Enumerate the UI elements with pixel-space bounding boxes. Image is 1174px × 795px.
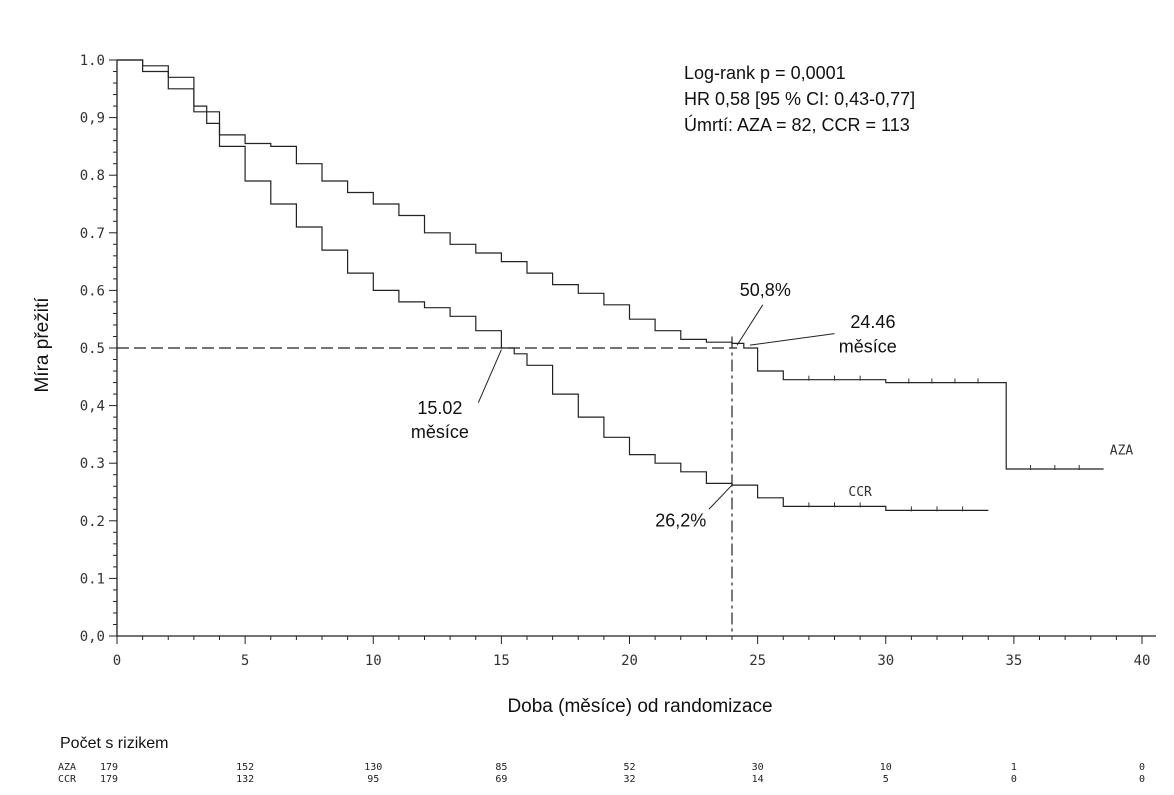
annotation-median-aza-unit: měsíce — [839, 337, 897, 357]
y-tick-label: 0.5 — [80, 341, 105, 357]
risk-cell: 52 — [623, 762, 635, 773]
y-axis-label: Míra přežití — [32, 297, 53, 393]
risk-cell: 85 — [495, 762, 507, 773]
series-label-aza: AZA — [1110, 444, 1134, 459]
annotation-pct-aza: 50,8% — [740, 280, 791, 300]
x-tick-label: 5 — [241, 653, 249, 669]
annotation-leader — [749, 333, 835, 346]
risk-cell: 0 — [1139, 774, 1145, 785]
risk-table-title: Počet s rizikem — [60, 735, 168, 752]
y-tick-label: 0,0 — [80, 629, 105, 645]
y-tick-label: 0.3 — [80, 456, 105, 472]
risk-cell: 5 — [883, 774, 889, 785]
survival-curves — [117, 59, 1104, 512]
y-tick-label: 0,4 — [80, 399, 105, 415]
risk-cell: 179 — [100, 762, 118, 773]
x-tick-label: 0 — [113, 653, 121, 669]
x-tick-label: 40 — [1134, 653, 1151, 669]
risk-cell: 95 — [367, 774, 379, 785]
x-tick-label: 25 — [749, 653, 766, 669]
annotation-leader — [708, 484, 733, 510]
risk-row-label: CCR — [58, 774, 77, 785]
risk-cell: 0 — [1011, 774, 1017, 785]
y-tick-label: 0.8 — [80, 168, 105, 184]
annotation-median-ccr-value: 15.02 — [417, 398, 462, 418]
risk-cell: 10 — [880, 762, 892, 773]
annotation-leader — [736, 304, 764, 346]
x-tick-label: 35 — [1005, 653, 1022, 669]
x-tick-label: 10 — [365, 653, 382, 669]
annotation-median-ccr-unit: měsíce — [411, 422, 469, 442]
risk-cell: 32 — [623, 774, 635, 785]
series-aza-line — [117, 59, 1104, 470]
risk-cell: 179 — [100, 774, 118, 785]
x-tick-label: 30 — [877, 653, 894, 669]
annotation-pct-ccr: 26,2% — [655, 511, 706, 531]
risk-cell: 69 — [495, 774, 507, 785]
y-tick-label: 0.6 — [80, 283, 105, 299]
stats-line-2: HR 0,58 [95 % CI: 0,43-0,77] — [684, 89, 915, 109]
stats-line-3: Úmrtí: AZA = 82, CCR = 113 — [684, 114, 910, 135]
y-tick-label: 0.7 — [80, 226, 105, 242]
y-tick-label: 1.0 — [80, 53, 105, 69]
risk-cell: 130 — [364, 762, 382, 773]
series-label-ccr: CCR — [848, 485, 872, 500]
series-ccr-line — [117, 59, 989, 511]
stats-line-1: Log-rank p = 0,0001 — [684, 63, 846, 83]
risk-cell: 30 — [752, 762, 764, 773]
risk-cell: 1 — [1011, 762, 1017, 773]
annotation-median-aza-value: 24.46 — [850, 312, 895, 332]
risk-cell: 132 — [236, 774, 254, 785]
annotations: 50,8% 24.46 měsíce 15.02 měsíce 26,2% AZA CCR — [411, 280, 1134, 530]
axes: 0 5 10 15 20 25 30 35 40 0,0 0.1 0.2 0.3 0,4 0.5 0.6 0.7… — [80, 53, 1156, 669]
y-tick-label: 0.1 — [80, 571, 105, 587]
x-axis-label: Doba (měsíce) od randomizace — [507, 696, 772, 717]
y-tick-label: 0.2 — [80, 514, 105, 530]
x-tick-label: 15 — [493, 653, 510, 669]
annotation-leader — [477, 349, 502, 403]
risk-cell: 152 — [236, 762, 254, 773]
risk-cell: 14 — [752, 774, 764, 785]
risk-cell: 0 — [1139, 762, 1145, 773]
risk-row-label: AZA — [58, 762, 76, 773]
reference-lines — [117, 336, 738, 636]
x-tick-label: 20 — [621, 653, 638, 669]
y-tick-label: 0,9 — [80, 111, 105, 127]
